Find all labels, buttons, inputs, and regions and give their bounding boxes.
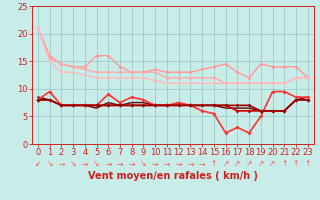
Text: ↗: ↗ [269, 159, 276, 168]
Text: ↘: ↘ [46, 159, 53, 168]
Text: →: → [187, 159, 194, 168]
Text: ↘: ↘ [70, 159, 76, 168]
Text: ↙: ↙ [35, 159, 41, 168]
Text: ↗: ↗ [246, 159, 252, 168]
Text: →: → [117, 159, 123, 168]
Text: →: → [199, 159, 205, 168]
Text: →: → [129, 159, 135, 168]
Text: →: → [152, 159, 158, 168]
Text: ↑: ↑ [211, 159, 217, 168]
Text: →: → [175, 159, 182, 168]
Text: ↗: ↗ [234, 159, 241, 168]
Text: ↘: ↘ [140, 159, 147, 168]
Text: →: → [105, 159, 111, 168]
Text: ↗: ↗ [222, 159, 229, 168]
Text: ↑: ↑ [293, 159, 299, 168]
Text: ↑: ↑ [281, 159, 287, 168]
Text: ↗: ↗ [258, 159, 264, 168]
Text: ↘: ↘ [93, 159, 100, 168]
Text: ↑: ↑ [305, 159, 311, 168]
Text: →: → [58, 159, 65, 168]
Text: →: → [164, 159, 170, 168]
Text: →: → [82, 159, 88, 168]
X-axis label: Vent moyen/en rafales ( km/h ): Vent moyen/en rafales ( km/h ) [88, 171, 258, 181]
